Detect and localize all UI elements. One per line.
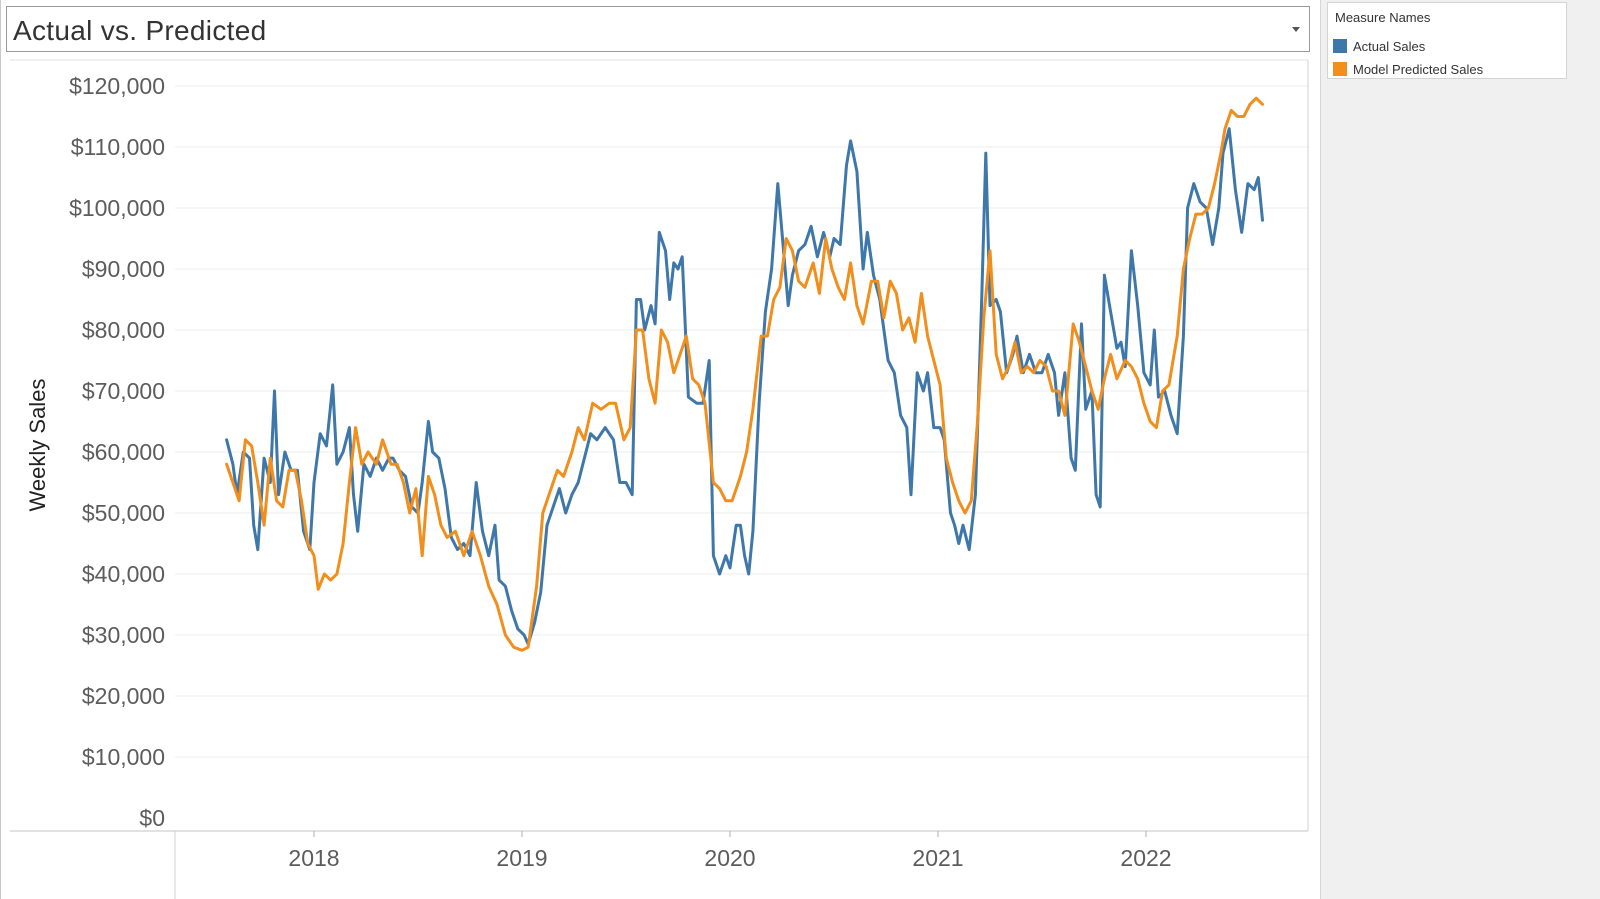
y-tick-label: $110,000 (71, 134, 165, 160)
y-tick-label: $80,000 (82, 317, 165, 343)
y-tick-label: $70,000 (82, 378, 165, 404)
gridlines (175, 85, 1308, 758)
x-tick-label: 2022 (1120, 845, 1171, 871)
chevron-down-icon[interactable] (1289, 23, 1303, 37)
line-chart: $0 $10,000 $20,000 $30,000 $40,000 $50,000 $60… (10, 59, 1309, 899)
worksheet: Actual vs. Predicted $0 $10,000 $20,000 $30… (0, 0, 1310, 899)
y-tick-label: $30,000 (82, 622, 165, 648)
side-panel (1320, 0, 1600, 899)
y-tick-label: $100,000 (69, 195, 165, 221)
x-tick-label: 2019 (496, 845, 547, 871)
x-tick-label: 2018 (288, 845, 339, 871)
y-tick-label: $120,000 (69, 73, 165, 99)
legend-title: Measure Names (1335, 10, 1431, 25)
y-tick-label: $40,000 (82, 561, 165, 587)
y-axis-label: Weekly Sales (25, 379, 50, 512)
legend-label: Actual Sales (1353, 39, 1426, 54)
y-tick-label: $0 (139, 805, 165, 831)
y-tick-label: $50,000 (82, 500, 165, 526)
series-lines (225, 96, 1264, 652)
legend: Measure Names Actual Sales Model Predict… (1327, 2, 1567, 79)
chart-title: Actual vs. Predicted (13, 15, 267, 46)
legend-item-model-predicted-sales[interactable]: Model Predicted Sales (1333, 61, 1561, 79)
legend-item-actual-sales[interactable]: Actual Sales (1333, 38, 1561, 56)
series-line-model-predicted-sales (225, 96, 1264, 652)
x-tick-label: 2021 (912, 845, 963, 871)
title-bar[interactable]: Actual vs. Predicted (6, 6, 1310, 52)
legend-swatch (1333, 62, 1347, 76)
y-tick-label: $90,000 (82, 256, 165, 282)
x-axis-ticks: 2018 2019 2020 2021 2022 (288, 831, 1172, 871)
series-line-actual-sales (225, 127, 1264, 646)
legend-swatch (1333, 39, 1347, 53)
y-tick-label: $60,000 (82, 439, 165, 465)
axes (10, 59, 1309, 899)
x-tick-label: 2020 (704, 845, 755, 871)
y-tick-label: $10,000 (82, 744, 165, 770)
sheet-border (0, 0, 1, 899)
y-tick-label: $20,000 (82, 683, 165, 709)
legend-label: Model Predicted Sales (1353, 62, 1484, 77)
y-axis-ticks: $0 $10,000 $20,000 $30,000 $40,000 $50,000 $60… (69, 73, 165, 831)
